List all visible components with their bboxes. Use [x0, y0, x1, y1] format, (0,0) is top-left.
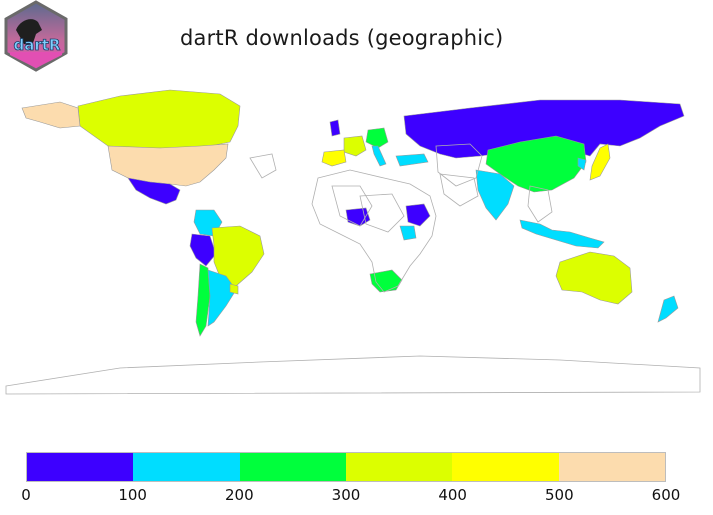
country-united-kingdom [329, 119, 341, 137]
country-south-africa [369, 269, 403, 293]
country-germany [365, 127, 389, 149]
legend-tick-label: 300 [331, 486, 361, 504]
legend-swatch [558, 453, 665, 481]
country-alaska [21, 101, 81, 129]
country-usa [107, 143, 229, 187]
legend-swatch [452, 453, 559, 481]
legend-tick-label: 200 [225, 486, 254, 504]
country-italy [371, 145, 387, 167]
logo-text: dartR [14, 36, 61, 54]
country-kenya [399, 225, 417, 241]
country-australia [555, 251, 633, 305]
legend-swatch [133, 453, 240, 481]
legend-swatch [27, 453, 134, 481]
country-brazil [211, 225, 265, 287]
country-france [343, 135, 367, 157]
land-outline [5, 143, 701, 395]
country-china [485, 135, 587, 193]
page-title: dartR downloads (geographic) [180, 26, 504, 50]
world-map [5, 89, 701, 395]
country-uruguay [229, 283, 239, 295]
legend-tick-label: 400 [438, 486, 467, 504]
country-south-korea [577, 157, 587, 171]
legend-tick-label: 100 [118, 486, 147, 504]
country-new-zealand [657, 295, 679, 323]
country-canada [77, 89, 241, 151]
country-peru [189, 233, 217, 267]
country-nigeria [345, 207, 371, 227]
legend-tick-label: 500 [545, 486, 574, 504]
bird-icon [16, 19, 42, 46]
color-legend [26, 452, 666, 482]
country-india [475, 169, 515, 221]
legend-tick-label: 600 [651, 486, 681, 504]
country-spain [321, 149, 347, 167]
country-japan [589, 143, 611, 181]
country-argentina [207, 269, 237, 327]
country-ethiopia [405, 203, 431, 227]
dartr-hex-logo: dartR [4, 0, 68, 72]
legend-tick-label: 0 [21, 486, 31, 504]
legend-swatch [345, 453, 453, 481]
country-mexico [127, 177, 181, 205]
legend-swatch [239, 453, 346, 481]
country-indonesia [519, 219, 605, 249]
country-russia [403, 99, 685, 159]
country-turkey [395, 153, 429, 167]
legend-ticks: 0 100 200 300 400 500 600 [0, 486, 713, 510]
